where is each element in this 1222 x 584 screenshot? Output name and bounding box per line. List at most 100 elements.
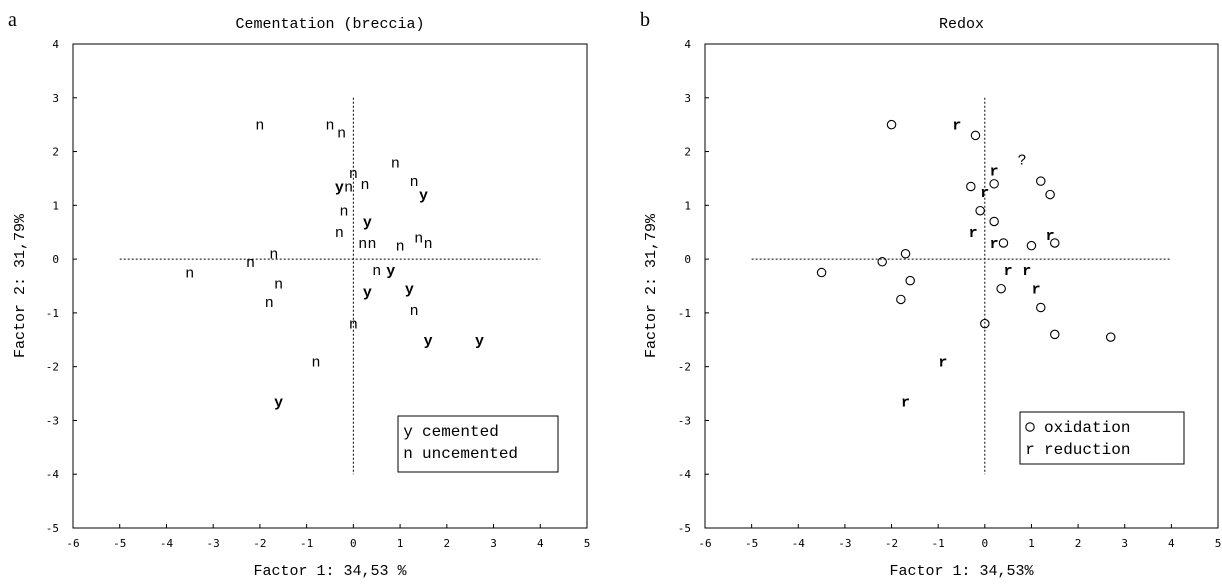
data-point-cemented: y xyxy=(419,188,428,205)
data-point-uncemented: n xyxy=(325,118,334,135)
data-point-uncemented: n xyxy=(269,247,278,264)
x-tick-label: -3 xyxy=(838,537,851,550)
data-point-oxidation xyxy=(1050,329,1060,340)
data-point-oxidation xyxy=(996,283,1006,294)
y-tick-label: 2 xyxy=(52,146,59,159)
data-point-cemented: y xyxy=(424,333,433,350)
data-point-cemented: y xyxy=(386,263,395,280)
data-point-uncemented: n xyxy=(410,303,419,320)
x-tick-label: -5 xyxy=(113,537,126,550)
data-point-uncemented: n xyxy=(340,204,349,221)
y-tick-label: 0 xyxy=(52,253,59,266)
data-point-uncemented: n xyxy=(274,276,283,293)
x-tick-label: 4 xyxy=(537,537,544,550)
panel-letter: b xyxy=(640,9,650,31)
chart-panel-a: a Cementation (breccia) -6 -5 -4 -3 -2 -1 0 1 2 3 4 5… xyxy=(8,9,590,580)
y-tick-label: 0 xyxy=(684,253,691,266)
data-point-uncemented: n xyxy=(255,118,264,135)
data-point-reduction: r xyxy=(901,395,910,412)
y-tick-label: -5 xyxy=(678,522,691,535)
y-axis-label: Factor 2: 31,79% xyxy=(12,213,29,358)
data-point-reduction: r xyxy=(1046,228,1055,245)
y-tick-label: -1 xyxy=(678,307,691,320)
x-tick-label: 3 xyxy=(1121,537,1128,550)
data-point-reduction: r xyxy=(1022,263,1031,280)
data-point-oxidation xyxy=(896,294,906,305)
data-point-oxidation xyxy=(877,257,887,267)
x-tick-label: 5 xyxy=(1215,537,1222,550)
x-tick-label: 1 xyxy=(397,537,404,550)
chart-panel-b: b Redox -6 -5 -4 -3 -2 -1 0 1 2 3 4 5 -5 -4 -3 -2 -1 0 1 2 3 4 F… xyxy=(640,9,1221,580)
data-point-uncemented: n xyxy=(396,239,405,256)
x-tick-label: -3 xyxy=(207,537,220,550)
y-tick-label: -1 xyxy=(46,307,59,320)
y-tick-label: -4 xyxy=(678,468,692,481)
data-point-uncemented: n xyxy=(311,354,320,371)
data-point-cemented: y xyxy=(363,284,372,301)
data-point-oxidation xyxy=(886,119,897,130)
y-tick-label: 2 xyxy=(684,146,691,159)
y-tick-label: -3 xyxy=(46,414,59,427)
x-tick-label: 3 xyxy=(490,537,497,550)
x-axis-label: Factor 1: 34,53 % xyxy=(253,563,407,580)
data-point-reduction: r xyxy=(952,118,961,135)
data-point-oxidation xyxy=(1045,189,1055,200)
x-tick-label: 5 xyxy=(584,537,591,550)
data-point-uncemented: n xyxy=(335,225,344,242)
data-point-uncemented: n xyxy=(361,177,370,194)
plot-frame xyxy=(704,43,1219,529)
data-point-reduction: r xyxy=(1004,263,1013,280)
y-tick-label: -4 xyxy=(46,468,60,481)
y-tick-label: -2 xyxy=(678,361,691,374)
x-tick-label: 1 xyxy=(1028,537,1035,550)
x-tick-label: 0 xyxy=(350,537,357,550)
data-point-cemented: y xyxy=(475,333,484,350)
x-tick-label: -4 xyxy=(160,537,174,550)
data-point-oxidation xyxy=(1026,240,1037,251)
y-tick-label: 4 xyxy=(52,38,59,51)
x-tick-label: -5 xyxy=(745,537,758,550)
legend-box xyxy=(1019,411,1185,465)
data-point-uncemented: n xyxy=(265,295,274,312)
legend-marker: n xyxy=(403,445,413,463)
data-point-uncemented: n xyxy=(372,263,381,280)
plot-frame xyxy=(72,43,588,529)
y-tick-label: 1 xyxy=(684,199,691,212)
data-point-oxidation xyxy=(1050,238,1060,248)
y-tick-label: 4 xyxy=(684,38,691,51)
data-point-reduction: r xyxy=(1032,282,1041,299)
data-point-oxidation xyxy=(966,181,976,192)
x-tick-label: 2 xyxy=(444,537,451,550)
data-point-oxidation xyxy=(975,205,985,216)
x-tick-label: -1 xyxy=(300,537,313,550)
legend-label: reduction xyxy=(1044,441,1130,459)
panel-letter: a xyxy=(8,9,17,31)
data-point-oxidation xyxy=(989,179,999,189)
legend-label: cemented xyxy=(422,423,499,441)
data-point-uncemented: n xyxy=(414,231,423,248)
data-point-cemented: y xyxy=(405,282,414,299)
data-point-uncemented: n xyxy=(391,155,400,172)
legend-marker: r xyxy=(1025,441,1035,459)
data-point-oxidation xyxy=(980,318,990,329)
data-point-cemented: y xyxy=(363,214,372,231)
data-point-reduction: r xyxy=(938,354,947,371)
data-point-oxidation xyxy=(998,238,1009,248)
data-point-oxidation xyxy=(970,130,981,141)
data-point-oxidation xyxy=(900,248,911,259)
y-tick-label: 3 xyxy=(684,92,691,105)
x-tick-label: 4 xyxy=(1168,537,1175,550)
data-point-unknown: ? xyxy=(1018,153,1027,170)
x-tick-label: 0 xyxy=(982,537,989,550)
data-point-uncemented: n xyxy=(368,236,377,253)
data-point-reduction: r xyxy=(990,163,999,180)
data-point-uncemented: n xyxy=(337,126,346,143)
data-point-uncemented: n xyxy=(349,317,358,334)
y-tick-label: -2 xyxy=(46,361,59,374)
data-point-uncemented: n xyxy=(185,266,194,283)
data-point-uncemented: n xyxy=(410,174,419,191)
legend-marker: y xyxy=(403,423,413,441)
x-tick-label: 2 xyxy=(1075,537,1082,550)
chart-title: Cementation (breccia) xyxy=(235,16,424,33)
